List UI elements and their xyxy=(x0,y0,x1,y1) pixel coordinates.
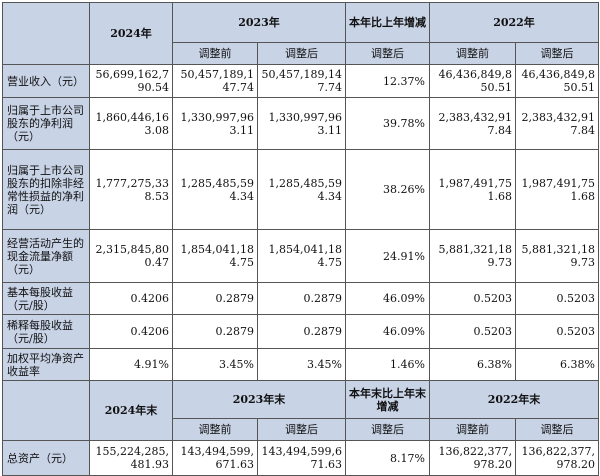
value-2023-before: 0.2879 xyxy=(172,282,258,315)
value-2022-before: 2,383,432,917.84 xyxy=(429,97,516,150)
value-2024: 1,860,446,163.08 xyxy=(89,97,173,150)
table-row: 稀释每股收益（元/股） 0.4206 0.2879 0.2879 46.09% … xyxy=(2,314,599,349)
value-2022-before: 1,987,491,751.68 xyxy=(429,149,516,230)
col-header-change-end-after: 调整后 xyxy=(345,418,430,441)
value-2024: 0.4206 xyxy=(89,282,173,315)
value-2024-end: 155,224,285,481.93 xyxy=(89,440,173,476)
value-change-end: 8.17% xyxy=(345,440,430,476)
row-label: 加权平均净资产收益率 xyxy=(2,348,90,381)
value-2022-end-after: 136,822,377,978.20 xyxy=(515,440,599,476)
value-2024: 4.91% xyxy=(89,348,173,381)
value-2022-after: 0.5203 xyxy=(515,282,599,315)
col-header-2023: 2023年 xyxy=(172,2,346,43)
value-2022-after: 46,436,849,850.51 xyxy=(515,64,599,98)
value-2024: 56,699,162,790.54 xyxy=(89,64,173,98)
col-header-2023-after: 调整后 xyxy=(257,42,346,65)
col-header-2024-end: 2024年末 xyxy=(89,380,173,441)
value-2022-before: 46,436,849,850.51 xyxy=(429,64,516,98)
table-row: 加权平均净资产收益率 4.91% 3.45% 3.45% 1.46% 6.38%… xyxy=(2,348,599,381)
value-change: 38.26% xyxy=(345,149,430,230)
col-header-2023-end-before: 调整前 xyxy=(172,418,258,441)
row-label: 营业收入（元） xyxy=(2,64,90,98)
header-row-years: 2024年 2023年 本年比上年增减 2022年 xyxy=(2,2,599,65)
col-header-2023-end: 2023年末 xyxy=(172,380,346,419)
value-change: 24.91% xyxy=(345,229,430,283)
row-label: 经营活动产生的现金流量净额（元） xyxy=(2,229,90,283)
table-row: 基本每股收益（元/股） 0.4206 0.2879 0.2879 46.09% … xyxy=(2,282,599,315)
value-2024: 2,315,845,800.47 xyxy=(89,229,173,283)
value-2024: 0.4206 xyxy=(89,314,173,349)
table-row: 归属于上市公司股东的净利润（元） 1,860,446,163.08 1,330,… xyxy=(2,97,599,150)
col-header-2023-end-after: 调整后 xyxy=(257,418,346,441)
col-header-change-after: 调整后 xyxy=(345,42,430,65)
header-blank-cell xyxy=(2,2,90,65)
header-row-adjust: 调整前 调整后 调整后 调整前 调整后 xyxy=(3,42,599,65)
col-header-2022-end: 2022年末 xyxy=(429,380,599,419)
col-header-2024: 2024年 xyxy=(89,2,173,65)
value-2022-end-before: 136,822,377,978.20 xyxy=(429,440,516,476)
value-2022-after: 2,383,432,917.84 xyxy=(515,97,599,150)
value-change: 46.09% xyxy=(345,314,430,349)
row-label: 归属于上市公司股东的扣除非经常性损益的净利润（元） xyxy=(2,149,90,230)
value-2022-after: 6.38% xyxy=(515,348,599,381)
col-header-2022: 2022年 xyxy=(429,2,599,43)
table-row: 营业收入（元） 56,699,162,790.54 50,457,189,147… xyxy=(2,64,599,98)
table-row: 归属于上市公司股东的扣除非经常性损益的净利润（元） 1,777,275,338.… xyxy=(2,149,599,230)
value-2023-after: 0.2879 xyxy=(257,282,346,315)
row-label: 基本每股收益（元/股） xyxy=(2,282,90,315)
value-2022-before: 6.38% xyxy=(429,348,516,381)
col-header-2022-end-before: 调整前 xyxy=(429,418,516,441)
value-2023-after: 1,330,997,963.11 xyxy=(257,97,346,150)
value-2023-before: 1,285,485,594.34 xyxy=(172,149,258,230)
table-row: 经营活动产生的现金流量净额（元） 2,315,845,800.47 1,854,… xyxy=(2,229,599,283)
col-header-change: 本年比上年增减 xyxy=(345,2,430,43)
value-2023-before: 50,457,189,147.74 xyxy=(172,64,258,98)
row-label: 稀释每股收益（元/股） xyxy=(2,314,90,349)
value-2023-after: 1,285,485,594.34 xyxy=(257,149,346,230)
value-2023-after: 0.2879 xyxy=(257,314,346,349)
value-change: 1.46% xyxy=(345,348,430,381)
value-change: 39.78% xyxy=(345,97,430,150)
value-2023-before: 1,854,041,184.75 xyxy=(172,229,258,283)
value-2023-before: 0.2879 xyxy=(172,314,258,349)
header-blank-cell xyxy=(2,380,90,441)
value-2022-after: 5,881,321,189.73 xyxy=(515,229,599,283)
col-header-2023-before: 调整前 xyxy=(172,42,258,65)
col-header-change-end: 本年末比上年末增减 xyxy=(345,380,430,419)
value-2023-end-before: 143,494,599,671.63 xyxy=(172,440,258,476)
value-2023-end-after: 143,494,599,671.63 xyxy=(257,440,346,476)
table-row: 总资产（元） 155,224,285,481.93 143,494,599,67… xyxy=(2,440,599,476)
value-2023-after: 50,457,189,147.74 xyxy=(257,64,346,98)
header-row-yearend: 2024年末 2023年末 本年末比上年末增减 2022年末 xyxy=(2,380,599,441)
row-label: 总资产（元） xyxy=(2,440,90,476)
value-2023-before: 1,330,997,963.11 xyxy=(172,97,258,150)
value-change: 12.37% xyxy=(345,64,430,98)
value-2022-after: 0.5203 xyxy=(515,314,599,349)
col-header-2022-before: 调整前 xyxy=(429,42,516,65)
col-header-2022-end-after: 调整后 xyxy=(515,418,599,441)
value-change: 46.09% xyxy=(345,282,430,315)
value-2023-after: 3.45% xyxy=(257,348,346,381)
value-2024: 1,777,275,338.53 xyxy=(89,149,173,230)
value-2023-before: 3.45% xyxy=(172,348,258,381)
value-2022-before: 5,881,321,189.73 xyxy=(429,229,516,283)
value-2022-before: 0.5203 xyxy=(429,282,516,315)
col-header-2022-after: 调整后 xyxy=(515,42,599,65)
row-label: 归属于上市公司股东的净利润（元） xyxy=(2,97,90,150)
value-2023-after: 1,854,041,184.75 xyxy=(257,229,346,283)
value-2022-after: 1,987,491,751.68 xyxy=(515,149,599,230)
value-2022-before: 0.5203 xyxy=(429,314,516,349)
